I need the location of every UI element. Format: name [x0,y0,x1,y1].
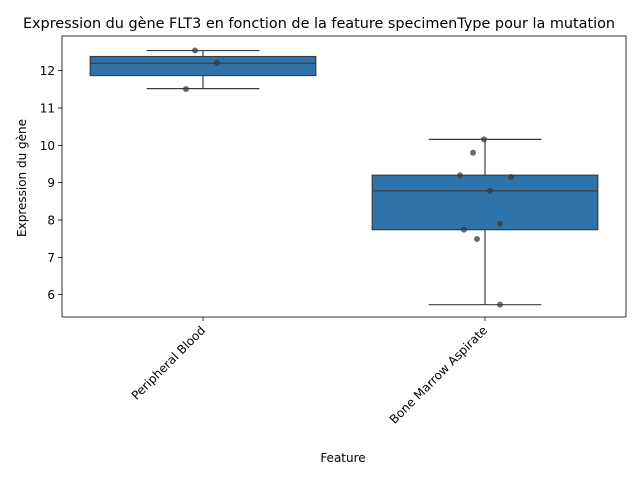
plot-frame [61,35,627,318]
x-tick-label: Bone Marrow Aspirate [387,323,490,426]
data-point [487,187,493,194]
data-point [508,174,514,181]
data-point [497,301,503,308]
y-tick-label: 12 [40,64,55,78]
y-tick-label: 10 [40,139,55,153]
y-tick-label: 9 [47,176,55,190]
data-point [457,172,463,179]
x-tick-label: Peripheral Blood [129,323,208,402]
y-tick-label: 11 [40,102,55,116]
data-point [192,47,198,54]
data-point [474,236,480,243]
y-tick-label: 6 [47,288,55,302]
y-tick-label: 8 [47,213,55,227]
y-tick-label: 7 [47,251,55,265]
data-point [481,136,487,143]
data-point [470,149,476,156]
plot-area: 6 7 8 9 10 11 12 Peripheral Blood Bone Marrow As… [40,47,599,427]
data-point [461,226,467,233]
box-iqr [89,55,317,77]
chart-title: Expression du gène FLT3 en fonction de l… [23,16,615,32]
data-point [214,59,220,66]
data-point [183,85,189,92]
y-axis-label: Expression du gène [15,119,29,237]
box-iqr [371,174,599,231]
data-point [497,220,503,227]
x-axis-label: Feature [320,451,365,465]
